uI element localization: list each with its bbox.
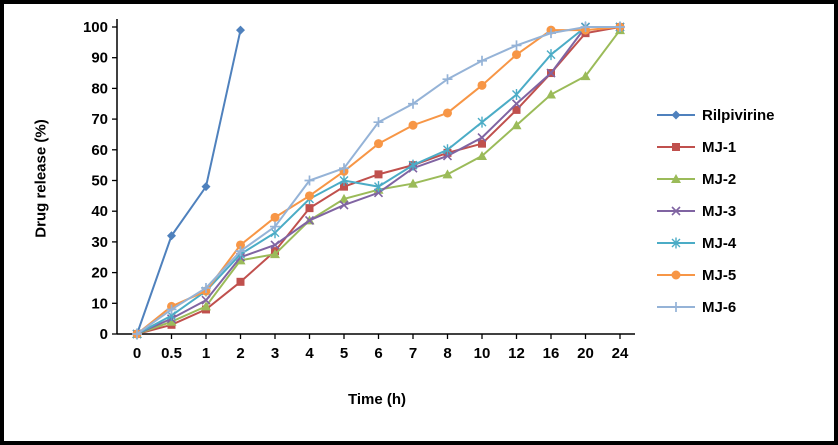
x-tick-label: 10 (474, 345, 491, 362)
x-tick-label: 0.5 (161, 345, 182, 362)
x-tick-label: 8 (443, 345, 451, 362)
y-tick-label: 20 (91, 265, 108, 282)
legend-star-marker-icon (657, 237, 695, 249)
x-tick-label: 3 (271, 345, 279, 362)
x-tick-label: 24 (612, 345, 629, 362)
legend-label: MJ-1 (702, 138, 737, 156)
legend-x-marker-icon (657, 206, 695, 216)
x-tick-label: 0 (133, 345, 141, 362)
legend-circle-marker-icon (657, 270, 695, 280)
legend-triangle-marker-icon (657, 174, 695, 183)
y-tick-label: 100 (83, 19, 108, 36)
x-tick-label: 16 (543, 345, 560, 362)
y-tick-label: 50 (91, 173, 108, 190)
x-tick-label: 6 (374, 345, 382, 362)
legend-item-MJ-3: MJ-3 (656, 202, 775, 220)
x-tick-label: 1 (202, 345, 210, 362)
series-MJ-4 (132, 21, 625, 340)
series-MJ-6 (132, 22, 625, 339)
legend-label: MJ-5 (702, 266, 737, 284)
legend-item-MJ-5: MJ-5 (656, 266, 775, 284)
y-tick-label: 90 (91, 50, 108, 67)
x-tick-label: 5 (340, 345, 348, 362)
x-tick-label: 2 (236, 345, 244, 362)
x-tick-label: 12 (508, 345, 525, 362)
y-tick-label: 70 (91, 111, 108, 128)
x-axis-title: Time (h) (347, 391, 407, 408)
legend-label: MJ-2 (702, 170, 737, 188)
y-tick-label: 0 (100, 326, 108, 343)
x-tick-label: 4 (305, 345, 314, 362)
legend: Rilpivirine MJ-1 MJ-2 MJ-3 MJ-4 MJ-5 MJ-6 (656, 106, 775, 316)
legend-label: MJ-3 (702, 202, 737, 220)
legend-item-Rilpivirine: Rilpivirine (656, 106, 775, 124)
legend-label: MJ-4 (702, 234, 737, 252)
x-tick-label: 7 (409, 345, 417, 362)
legend-item-MJ-6: MJ-6 (656, 298, 775, 316)
legend-label: Rilpivirine (702, 106, 775, 124)
legend-item-MJ-1: MJ-1 (656, 138, 775, 156)
legend-item-MJ-2: MJ-2 (656, 170, 775, 188)
y-tick-label: 40 (91, 203, 108, 220)
legend-square-marker-icon (657, 143, 695, 151)
y-tick-label: 80 (91, 80, 108, 97)
legend-diamond-marker-icon (657, 110, 695, 120)
y-tick-label: 10 (91, 295, 108, 312)
legend-label: MJ-6 (702, 298, 737, 316)
x-tick-label: 20 (577, 345, 594, 362)
legend-item-MJ-4: MJ-4 (656, 234, 775, 252)
legend-plus-marker-icon (657, 302, 695, 312)
y-tick-label: 30 (91, 234, 108, 251)
y-tick-label: 60 (91, 142, 108, 159)
